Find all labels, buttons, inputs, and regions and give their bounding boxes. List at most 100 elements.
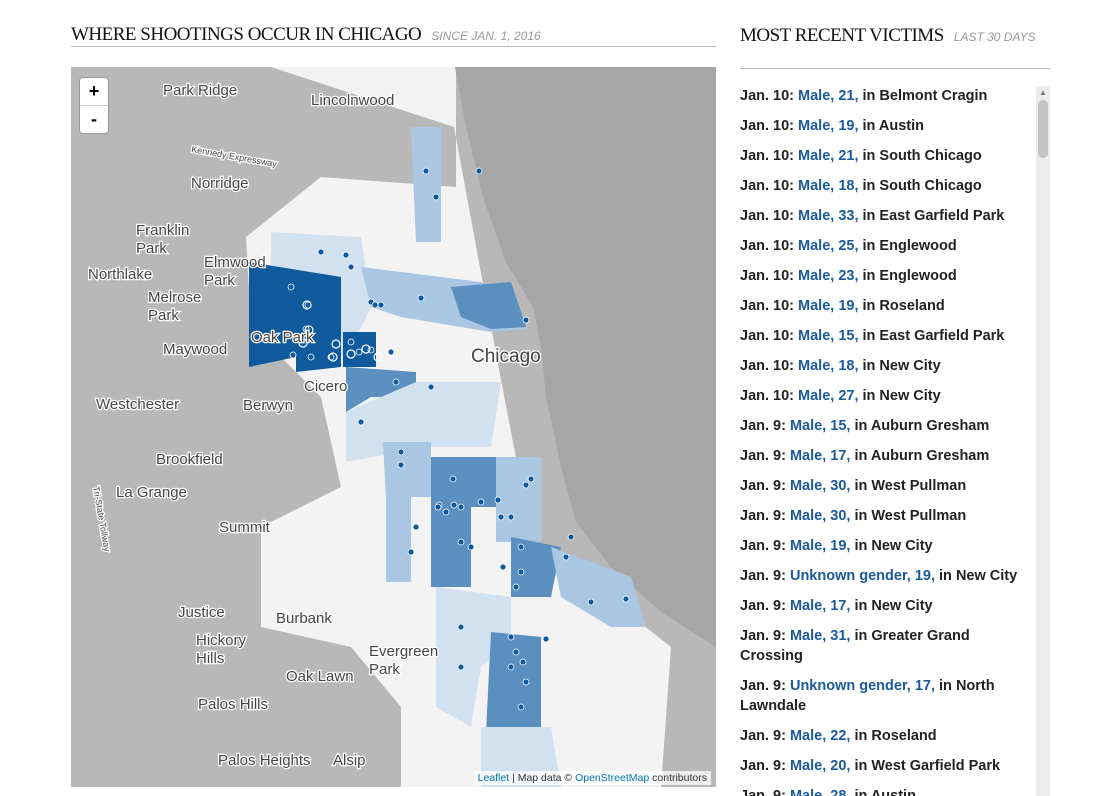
neighborhood-area[interactable] (551, 547, 646, 627)
shooting-dot[interactable] (387, 348, 395, 356)
victim-neighborhood: in South Chicago (862, 148, 982, 164)
shooting-dot[interactable] (289, 351, 297, 359)
victim-neighborhood: in Auburn Gresham (854, 418, 990, 434)
map-place-label: Oak Lawn (286, 668, 354, 685)
shooting-dot[interactable] (307, 353, 315, 361)
shooting-dot[interactable] (342, 251, 350, 259)
osm-link[interactable]: OpenStreetMap (575, 772, 650, 784)
shooting-dot[interactable] (298, 338, 308, 348)
shooting-dot[interactable] (317, 248, 325, 256)
shooting-dot[interactable] (427, 383, 435, 391)
victim-date: Jan. 9: (740, 728, 786, 744)
shooting-dot[interactable] (457, 623, 465, 631)
map-layer[interactable]: Park RidgeLincolnwoodNorridgeFranklinPar… (71, 67, 716, 787)
shooting-dot[interactable] (507, 513, 515, 521)
shooting-dot[interactable] (542, 635, 550, 643)
victim-neighborhood: in Roseland (854, 728, 937, 744)
shooting-dot[interactable] (346, 349, 356, 359)
neighborhood-area[interactable] (496, 457, 541, 542)
shooting-dot[interactable] (467, 543, 475, 551)
shooting-dot[interactable] (397, 461, 405, 469)
shooting-dot[interactable] (407, 548, 415, 556)
scrollbar-thumb[interactable] (1038, 100, 1048, 158)
victim-item: Jan. 9: Unknown gender, 17, in North Law… (740, 676, 1035, 716)
shooting-dot[interactable] (412, 523, 420, 531)
shooting-dot[interactable] (457, 503, 465, 511)
map-place-label: Cicero (304, 378, 347, 395)
shooting-dot[interactable] (347, 338, 355, 346)
shooting-dot[interactable] (377, 301, 385, 309)
map-place-label: Park (369, 661, 400, 678)
leaflet-link[interactable]: Leaflet (477, 772, 510, 784)
shooting-dot[interactable] (494, 496, 502, 504)
victim-date: Jan. 10: (740, 298, 794, 314)
shooting-dot[interactable] (622, 595, 630, 603)
victim-date: Jan. 10: (740, 268, 794, 284)
shooting-dot[interactable] (457, 538, 465, 546)
shooting-dot[interactable] (373, 352, 383, 362)
shooting-dot[interactable] (328, 352, 338, 362)
shooting-dot[interactable] (357, 418, 365, 426)
shooting-dot[interactable] (392, 378, 400, 386)
shooting-dot[interactable] (432, 193, 440, 201)
shooting-dot[interactable] (417, 294, 425, 302)
map-place-label: La Grange (116, 484, 187, 501)
shooting-dot[interactable] (331, 339, 341, 349)
shooting-dot[interactable] (355, 348, 363, 356)
victim-neighborhood: in New City (862, 358, 941, 374)
shooting-dot[interactable] (449, 475, 457, 483)
shooting-dot[interactable] (450, 501, 458, 509)
neighborhood-area[interactable] (486, 632, 541, 737)
shooting-dot[interactable] (302, 300, 312, 310)
neighborhood-area[interactable] (346, 367, 416, 412)
shooting-dot[interactable] (347, 263, 355, 271)
victim-details: Male, 19, (798, 298, 859, 314)
scrollbar[interactable] (1036, 86, 1050, 796)
shooting-dot[interactable] (457, 663, 465, 671)
shooting-dot[interactable] (519, 658, 527, 666)
shooting-dot[interactable] (517, 703, 525, 711)
shooting-dot[interactable] (287, 283, 295, 291)
shooting-dot[interactable] (422, 167, 430, 175)
neighborhood-area[interactable] (296, 317, 321, 367)
shooting-dot[interactable] (522, 316, 530, 324)
victim-neighborhood: in Belmont Cragin (862, 88, 988, 104)
victims-list[interactable]: Jan. 10: Male, 21, in Belmont Cragin Jan.… (740, 86, 1035, 796)
victim-details: Male, 28, (789, 788, 851, 796)
shooting-dot[interactable] (527, 475, 535, 483)
shootings-map[interactable]: + - Park Ridge Lincolnwood Norridge Frankli… (71, 67, 716, 787)
victim-date: Jan. 9: (740, 508, 786, 524)
victim-item: Jan. 9: Male, 17, in Auburn Gresham (740, 446, 1035, 466)
neighborhood-area[interactable] (451, 282, 526, 329)
shooting-dot[interactable] (434, 503, 442, 511)
zoom-in-button[interactable]: + (88, 81, 100, 101)
shooting-dot[interactable] (507, 633, 515, 641)
shooting-dot[interactable] (477, 498, 485, 506)
victim-details: Male, 19, (798, 118, 859, 134)
shooting-dot[interactable] (517, 568, 525, 576)
shooting-dot[interactable] (442, 508, 450, 516)
neighborhood-area[interactable] (436, 587, 511, 727)
neighborhood-area[interactable] (431, 457, 496, 587)
shooting-dot[interactable] (522, 678, 530, 686)
neighborhood-area[interactable] (411, 127, 441, 242)
shooting-dot[interactable] (507, 663, 515, 671)
shooting-dot[interactable] (304, 325, 314, 335)
scroll-up-icon[interactable]: ▲ (1039, 88, 1047, 97)
shooting-dot[interactable] (587, 598, 595, 606)
shooting-dot[interactable] (512, 648, 520, 656)
shooting-dot[interactable] (497, 513, 505, 521)
shooting-dot[interactable] (499, 563, 507, 571)
shooting-dot[interactable] (522, 481, 530, 489)
shooting-dot[interactable] (361, 344, 371, 354)
shooting-dot[interactable] (567, 533, 575, 541)
neighborhood-area[interactable] (511, 537, 561, 597)
shooting-dot[interactable] (512, 583, 520, 591)
zoom-out-button[interactable]: - (80, 105, 108, 133)
shooting-dot[interactable] (371, 301, 379, 309)
shooting-dot[interactable] (397, 448, 405, 456)
shooting-dot[interactable] (475, 167, 483, 175)
shooting-dot[interactable] (517, 543, 525, 551)
shooting-dot[interactable] (562, 553, 570, 561)
neighborhood-area[interactable] (383, 442, 431, 582)
